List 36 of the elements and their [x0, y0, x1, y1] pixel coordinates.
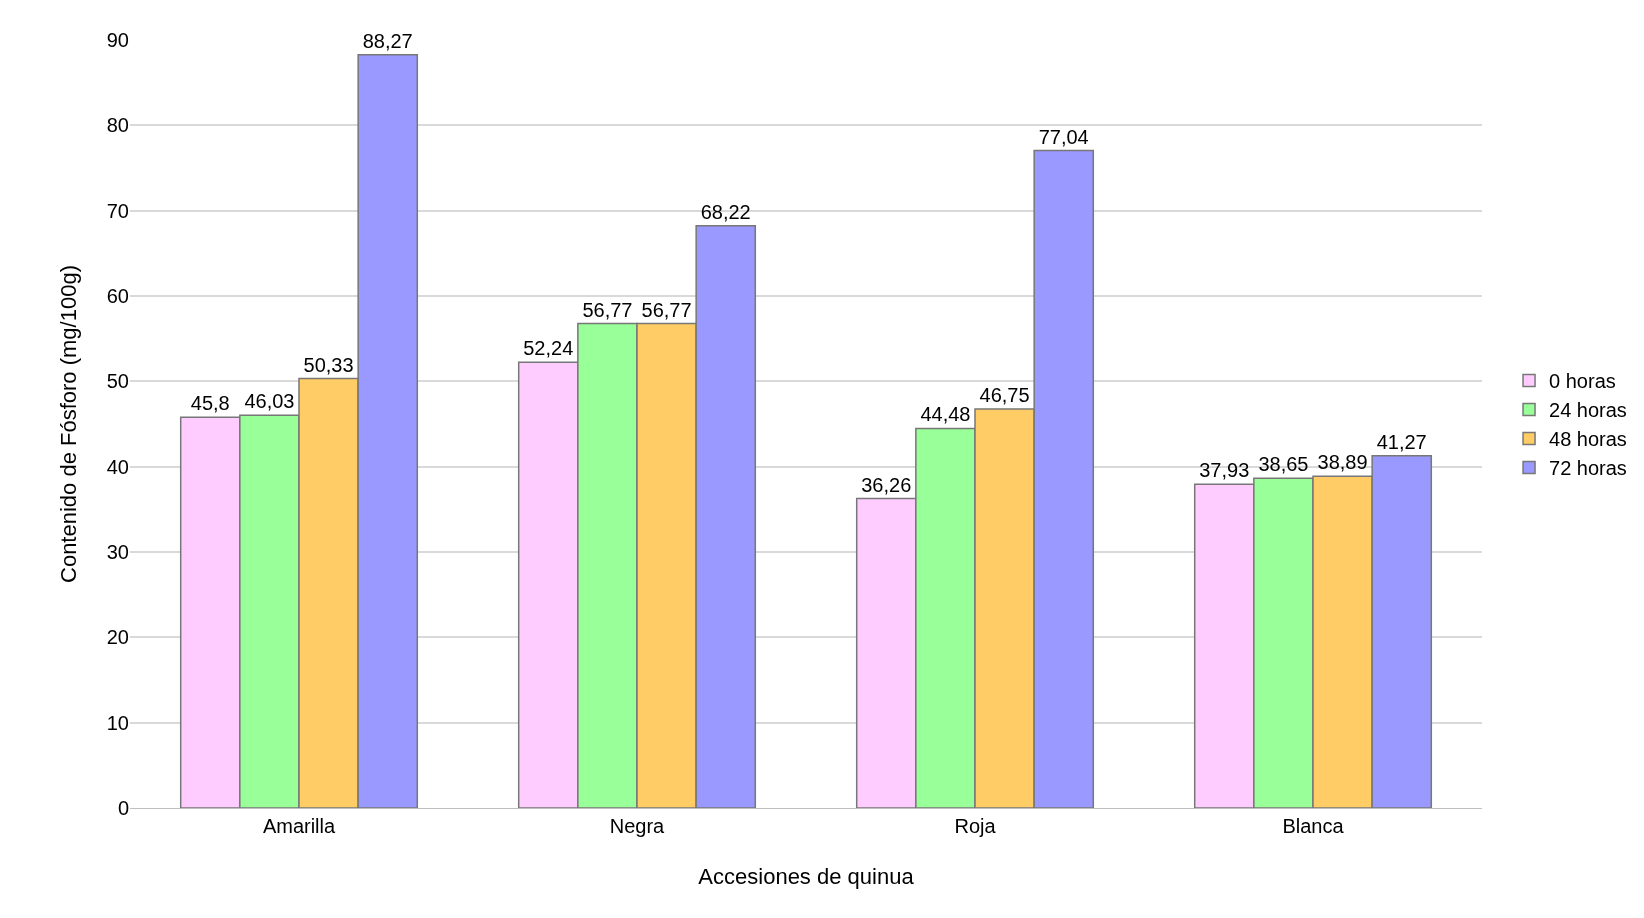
y-tick-label: 50 [106, 370, 129, 393]
data-label: 50,33 [303, 353, 354, 376]
data-label: 52,24 [523, 337, 574, 360]
legend-label: 72 horas [1549, 457, 1627, 480]
data-label: 44,48 [920, 403, 971, 426]
data-label: 37,93 [1199, 459, 1250, 482]
y-tick-label: 60 [106, 285, 129, 307]
data-label: 46,03 [244, 390, 295, 413]
data-label: 77,04 [1038, 125, 1089, 148]
data-label: 68,22 [700, 200, 751, 223]
data-label: 38,89 [1317, 451, 1368, 474]
y-tick-label: 10 [106, 711, 129, 734]
x-tick-label: Negra [609, 815, 666, 837]
y-tick-label: 90 [106, 29, 129, 51]
y-tick-label: 0 [117, 797, 129, 819]
y-tick-label: 70 [106, 199, 129, 222]
y-tick-label: 80 [106, 114, 129, 137]
data-label: 88,27 [362, 29, 413, 52]
legend-label: 48 horas [1549, 428, 1627, 451]
legend-label: 0 horas [1549, 370, 1616, 393]
x-tick-label: Amarilla [262, 815, 336, 837]
data-label: 56,77 [641, 298, 692, 321]
data-label: 38,65 [1258, 453, 1309, 476]
data-label: 45,8 [190, 392, 230, 415]
x-tick-label: Blanca [1282, 815, 1345, 837]
x-tick-label: Roja [954, 815, 997, 837]
x-axis-title: Accesiones de quinua [698, 864, 915, 889]
y-axis-title: Contenido de Fósforo (mg/100g) [56, 265, 81, 583]
y-tick-label: 20 [106, 626, 129, 649]
data-label: 41,27 [1376, 430, 1427, 453]
y-tick-label: 40 [106, 455, 129, 478]
data-label: 36,26 [861, 473, 912, 496]
data-label: 46,75 [979, 384, 1030, 407]
data-label: 56,77 [582, 298, 633, 321]
y-tick-label: 30 [106, 541, 129, 563]
legend-label: 24 horas [1549, 399, 1627, 422]
